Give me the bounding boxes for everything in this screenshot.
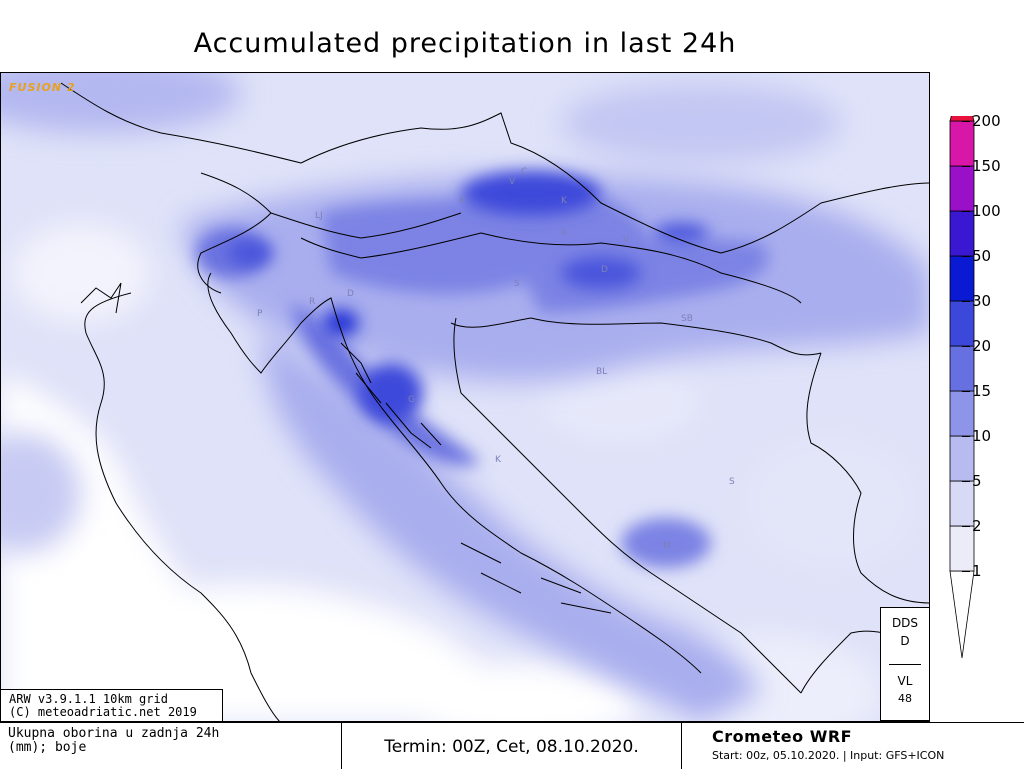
legend-tick-label: 200: [972, 112, 1001, 130]
dds-divider: [889, 664, 921, 665]
footer-meta: Start: 00z, 05.10.2020. | Input: GFS+ICO…: [712, 749, 945, 762]
city-label: C: [521, 167, 528, 177]
legend-tick-label: 150: [972, 157, 1001, 175]
legend-swatch: [949, 525, 975, 572]
legend-tick: [962, 391, 970, 392]
legend-color-bar: [949, 116, 975, 659]
city-label: BL: [596, 367, 608, 377]
city-label: D: [601, 265, 608, 275]
legend-tick-label: 15: [972, 382, 992, 400]
legend-tick: [962, 436, 970, 437]
legend-tick-label: 100: [972, 202, 1001, 220]
fusion-label: FUSION 2: [9, 81, 76, 94]
city-label: R: [309, 297, 316, 307]
legend-tick-label: 10: [972, 427, 992, 445]
legend-tick: [962, 256, 970, 257]
legend-tick-label: 1: [972, 562, 982, 580]
city-label: G: [408, 395, 415, 405]
dds-top: DDS: [891, 616, 919, 630]
footer-left-line2: (mm); boje: [8, 740, 87, 755]
footer-brand-box: Crometeo WRF Start: 00z, 05.10.2020. | I…: [682, 723, 1024, 769]
city-label: S: [514, 279, 520, 289]
legend-swatch: [949, 210, 975, 257]
footer: Ukupna oborina u zadnja 24h (mm); boje T…: [0, 722, 1024, 769]
legend-swatch: [949, 480, 975, 527]
city-label: D: [347, 289, 354, 299]
legend-tick: [962, 526, 970, 527]
footer-description: Ukupna oborina u zadnja 24h (mm); boje: [0, 723, 342, 769]
legend-tick: [962, 571, 970, 572]
footer-termin: Termin: 00Z, Cet, 08.10.2020.: [342, 723, 682, 769]
legend-tick-label: 2: [972, 517, 982, 535]
legend-tick: [962, 211, 970, 212]
city-label: K: [561, 228, 567, 238]
legend-tick-label: 20: [972, 337, 992, 355]
model-info-line2: (C) meteoadriatic.net 2019: [9, 705, 197, 719]
footer-brand: Crometeo WRF: [712, 727, 853, 746]
legend-swatch: [949, 300, 975, 347]
legend-swatch: [949, 345, 975, 392]
legend-swatch: [949, 390, 975, 437]
map-title: Accumulated precipitation in last 24h: [193, 28, 737, 59]
legend-swatch: [949, 255, 975, 302]
legend-swatch: [949, 120, 975, 167]
city-label: S: [729, 477, 735, 487]
dds-bottom1: VL: [897, 674, 913, 688]
model-info-line1: ARW v3.9.1.1 10km grid: [9, 692, 168, 706]
dds-mid: D: [900, 634, 910, 648]
city-label: LJ: [315, 211, 323, 221]
legend-tick: [962, 121, 970, 122]
dds-bottom2: 48: [898, 692, 912, 705]
city-label: SB: [681, 314, 693, 324]
city-label: V: [509, 177, 516, 187]
legend-swatch: [949, 165, 975, 212]
legend-tick: [962, 301, 970, 302]
footer-left-line1: Ukupna oborina u zadnja 24h: [8, 726, 220, 741]
dds-box: DDS D VL 48: [880, 607, 930, 721]
legend-swatch: [949, 435, 975, 482]
city-label: M: [663, 541, 671, 551]
model-info-box: ARW v3.9.1.1 10km grid (C) meteoadriatic…: [0, 689, 223, 722]
map-field: [1, 73, 929, 721]
legend-tick-label: 30: [972, 292, 992, 310]
legend-tick: [962, 346, 970, 347]
precipitation-legend: [949, 116, 975, 659]
legend-tick: [962, 166, 970, 167]
city-label: K: [495, 455, 501, 465]
legend-tick: [962, 481, 970, 482]
legend-tick-label: 50: [972, 247, 992, 265]
precipitation-map: FUSION 2 LJ K V C K K V D S D R P G BL K…: [0, 72, 930, 722]
city-label: P: [257, 309, 263, 319]
city-label: V: [623, 235, 630, 245]
city-label: K: [561, 196, 567, 206]
city-label: K: [459, 196, 465, 206]
legend-swatch: [949, 570, 975, 659]
legend-tick-label: 5: [972, 472, 982, 490]
